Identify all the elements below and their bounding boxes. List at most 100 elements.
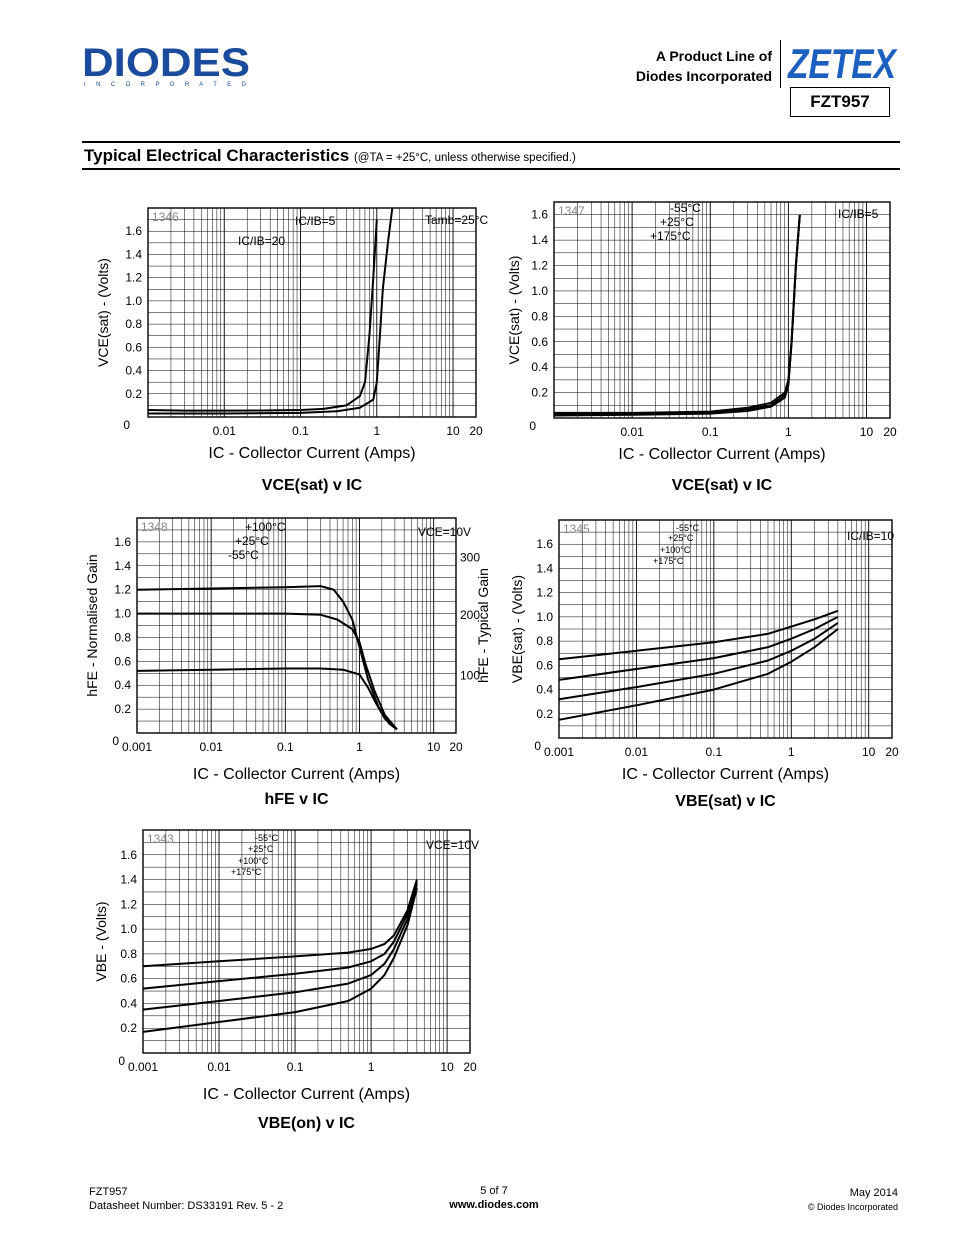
x-tick-label: 0.1	[292, 424, 309, 438]
y-tick-label: 0.6	[120, 972, 137, 986]
section-conditions: (@TA = +25°C, unless otherwise specified…	[353, 152, 576, 164]
y-axis-label: VBE(sat) - (Volts)	[509, 575, 525, 683]
y-tick-label: 1.2	[536, 586, 553, 600]
x-tick-label: 0.01	[213, 424, 237, 438]
y-tick-label: 1.2	[120, 897, 137, 911]
chart-annotation: +25°C	[235, 534, 269, 548]
chart-annotation: +100°C	[238, 856, 269, 866]
x-tick-label: 1	[788, 745, 795, 759]
chart-id-label: 1347	[558, 204, 585, 218]
series-line-1	[558, 609, 839, 661]
series-line-2	[137, 612, 398, 731]
footer-website[interactable]: www.diodes.com	[449, 1199, 539, 1211]
x-tick-label: 10	[860, 425, 874, 439]
series-line-3	[142, 884, 418, 1011]
x-tick-label: 0.001	[122, 740, 152, 754]
x-tick-label: 1	[785, 425, 792, 439]
y-tick-label: 1.0	[114, 607, 131, 621]
series-line-2	[142, 881, 418, 990]
y-right-tick-label: 200	[460, 608, 480, 622]
chart-grid	[553, 201, 891, 419]
x-tick-label: 10	[446, 424, 460, 438]
y-tick-label: 0.6	[536, 658, 553, 672]
x-axis-label: IC - Collector Current (Amps)	[193, 766, 400, 783]
chart-annotation: -55°C	[676, 523, 700, 533]
x-tick-label: 20	[449, 740, 463, 754]
y-tick-label: 0.2	[531, 386, 548, 400]
series-line-3	[553, 214, 801, 417]
footer-copyright: © Diodes Incorporated	[807, 1202, 898, 1212]
plot-frame	[147, 207, 477, 418]
chart-annotation: VCE=10V	[426, 838, 479, 852]
y-tick-label: 0.4	[536, 683, 553, 697]
y-tick-label: 0.4	[114, 678, 131, 692]
x-tick-label: 0.1	[706, 745, 723, 759]
x-tick-label: 20	[885, 745, 899, 759]
chart-title: VBE(sat) v IC	[675, 793, 776, 810]
chart-grid	[142, 829, 471, 1054]
chart-annotation: +25°C	[668, 533, 694, 543]
x-tick-label: 0.001	[544, 745, 574, 759]
chart-grid	[147, 207, 477, 418]
x-axis-label: IC - Collector Current (Amps)	[622, 766, 829, 783]
chart-annotation: -55°C	[670, 201, 701, 215]
header-rule-bottom	[82, 168, 900, 170]
footer-part: FZT957	[89, 1186, 128, 1198]
chart-id-label: 1348	[141, 520, 168, 534]
y-tick-label: 1.4	[536, 561, 553, 575]
diodes-logo-subtext: I N C O R P O R A T E D	[84, 82, 247, 88]
y-axis-right-label: hFE - Typical Gain	[475, 568, 491, 683]
header-rule-top	[82, 141, 900, 143]
y-axis-label: VBE - (Volts)	[93, 901, 109, 981]
x-tick-label: 1	[373, 424, 380, 438]
chart-annotation: -55°C	[255, 833, 279, 843]
diodes-logo: DIODES I N C O R P O R A T E D	[82, 40, 257, 90]
series-line-2	[148, 207, 394, 415]
y-tick-label: 0.8	[120, 947, 137, 961]
series-line-4	[558, 628, 839, 721]
y-axis-label: VCE(sat) - (Volts)	[506, 256, 522, 365]
y-tick-label: 1.2	[125, 271, 142, 285]
footer-center: 5 of 7 www.diodes.com	[394, 1184, 594, 1212]
chart-annotation: VCE=10V	[418, 525, 471, 539]
x-axis-label: IC - Collector Current (Amps)	[208, 445, 415, 462]
x-tick-label: 1	[368, 1060, 375, 1074]
product-line-text: A Product Line of Diodes Incorporated	[636, 46, 772, 86]
x-tick-label: 10	[427, 740, 441, 754]
y-tick-label: 1.2	[114, 583, 131, 597]
y-tick-label: 1.6	[531, 208, 548, 222]
part-number-box: FZT957	[790, 87, 890, 117]
x-tick-label: 0.01	[207, 1060, 231, 1074]
y-tick-label: 0.6	[114, 654, 131, 668]
section-title-text: Typical Electrical Characteristics	[84, 146, 350, 165]
y-axis-label: VCE(sat) - (Volts)	[95, 258, 111, 367]
y-tick-label: 1.4	[531, 233, 548, 247]
y-tick-label: 0.4	[125, 364, 142, 378]
chart-id-label: 1343	[147, 832, 174, 846]
x-axis-label: IC - Collector Current (Amps)	[618, 446, 825, 463]
chart-id-label: 1345	[563, 522, 590, 536]
y-tick-label: 0	[123, 418, 130, 432]
y-tick-label: 0	[529, 419, 536, 433]
y-tick-label: 0	[534, 739, 541, 753]
chart-annotation: +25°C	[660, 215, 694, 229]
y-tick-label: 1.0	[120, 922, 137, 936]
y-tick-label: 1.6	[114, 535, 131, 549]
plot-frame	[142, 829, 471, 1054]
series-line-3	[558, 622, 839, 701]
x-tick-label: 0.001	[128, 1060, 158, 1074]
x-tick-label: 10	[862, 745, 876, 759]
y-tick-label: 1.0	[125, 294, 142, 308]
x-tick-label: 1	[356, 740, 363, 754]
y-tick-label: 1.6	[125, 224, 142, 238]
y-tick-label: 0.2	[536, 707, 553, 721]
x-tick-label: 0.1	[702, 425, 719, 439]
y-tick-label: 1.4	[125, 247, 142, 261]
y-tick-label: 1.4	[120, 873, 137, 887]
header-divider	[780, 40, 781, 88]
y-tick-label: 1.0	[536, 610, 553, 624]
chart-1346: 1346 0.01 0.1 1 10 20 0 0.2 0.4 0.6 0.8 1.0 1.2 1.4 1.…	[95, 207, 488, 494]
chart-annotation: IC/IB=10	[847, 529, 894, 543]
y-axis-label: hFE - Normalised Gain	[84, 554, 100, 696]
